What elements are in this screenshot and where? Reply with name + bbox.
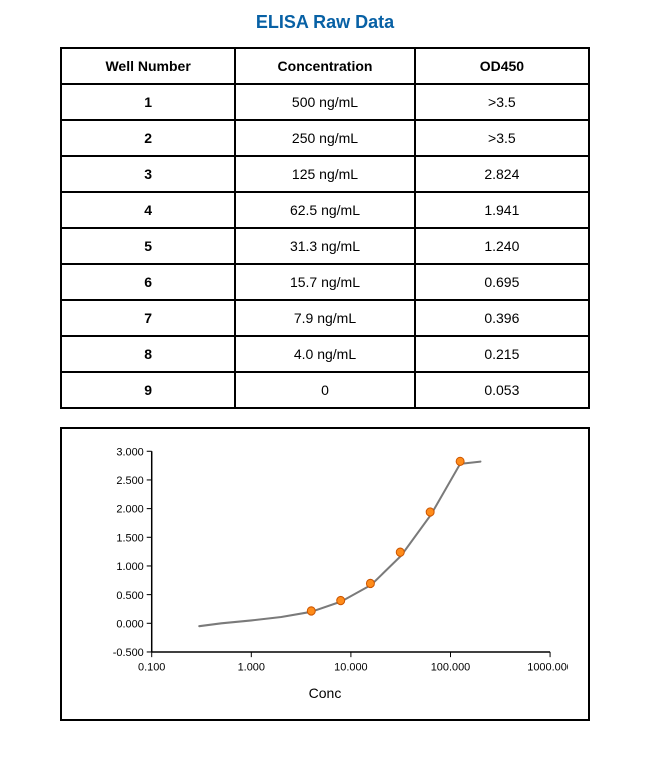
table-row: 2250 ng/mL>3.5 <box>61 120 589 156</box>
col-header-conc: Concentration <box>235 48 415 84</box>
table-row: 3125 ng/mL2.824 <box>61 156 589 192</box>
table-row: 615.7 ng/mL0.695 <box>61 264 589 300</box>
table-row: 1500 ng/mL>3.5 <box>61 84 589 120</box>
cell-od450: >3.5 <box>415 84 589 120</box>
elisa-chart: -0.500 0.000 0.500 1.000 1.500 2.000 2.500 3.00… <box>60 427 590 721</box>
page-title: ELISA Raw Data <box>60 12 590 33</box>
cell-conc: 4.0 ng/mL <box>235 336 415 372</box>
cell-well: 6 <box>61 264 235 300</box>
col-header-well: Well Number <box>61 48 235 84</box>
svg-text:10.000: 10.000 <box>334 661 367 673</box>
table-row: 900.053 <box>61 372 589 408</box>
svg-text:1.000: 1.000 <box>238 661 265 673</box>
cell-conc: 500 ng/mL <box>235 84 415 120</box>
svg-text:0.000: 0.000 <box>116 618 143 630</box>
cell-well: 3 <box>61 156 235 192</box>
table-row: 77.9 ng/mL0.396 <box>61 300 589 336</box>
svg-text:0.500: 0.500 <box>116 590 143 602</box>
cell-conc: 0 <box>235 372 415 408</box>
svg-text:2.500: 2.500 <box>116 475 143 487</box>
cell-od450: 0.215 <box>415 336 589 372</box>
cell-conc: 250 ng/mL <box>235 120 415 156</box>
cell-conc: 125 ng/mL <box>235 156 415 192</box>
cell-od450: 0.053 <box>415 372 589 408</box>
cell-od450: 0.695 <box>415 264 589 300</box>
cell-well: 9 <box>61 372 235 408</box>
cell-conc: 31.3 ng/mL <box>235 228 415 264</box>
svg-text:1.000: 1.000 <box>116 561 143 573</box>
cell-od450: >3.5 <box>415 120 589 156</box>
table-row: 462.5 ng/mL1.941 <box>61 192 589 228</box>
chart-x-axis-label: Conc <box>82 685 568 701</box>
cell-od450: 0.396 <box>415 300 589 336</box>
svg-text:3.000: 3.000 <box>116 446 143 458</box>
table-header-row: Well Number Concentration OD450 <box>61 48 589 84</box>
cell-well: 2 <box>61 120 235 156</box>
elisa-data-table: Well Number Concentration OD450 1500 ng/… <box>60 47 590 409</box>
svg-text:1000.000: 1000.000 <box>527 661 568 673</box>
cell-conc: 15.7 ng/mL <box>235 264 415 300</box>
cell-well: 8 <box>61 336 235 372</box>
svg-text:2.000: 2.000 <box>116 504 143 516</box>
chart-svg: -0.500 0.000 0.500 1.000 1.500 2.000 2.500 3.00… <box>82 443 568 683</box>
cell-well: 1 <box>61 84 235 120</box>
table-row: 531.3 ng/mL1.240 <box>61 228 589 264</box>
cell-od450: 1.240 <box>415 228 589 264</box>
table-row: 84.0 ng/mL0.215 <box>61 336 589 372</box>
cell-conc: 7.9 ng/mL <box>235 300 415 336</box>
cell-conc: 62.5 ng/mL <box>235 192 415 228</box>
svg-text:100.000: 100.000 <box>431 661 471 673</box>
cell-od450: 2.824 <box>415 156 589 192</box>
svg-text:-0.500: -0.500 <box>113 647 144 659</box>
col-header-od450: OD450 <box>415 48 589 84</box>
cell-well: 4 <box>61 192 235 228</box>
cell-od450: 1.941 <box>415 192 589 228</box>
svg-text:1.500: 1.500 <box>116 532 143 544</box>
svg-text:0.100: 0.100 <box>138 661 165 673</box>
cell-well: 5 <box>61 228 235 264</box>
cell-well: 7 <box>61 300 235 336</box>
